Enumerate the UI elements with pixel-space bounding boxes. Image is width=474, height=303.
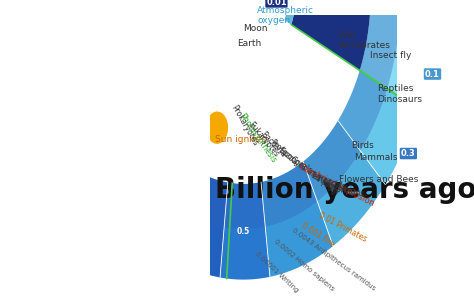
Text: 3: 3 [128, 157, 133, 166]
Text: Protozoa: Protozoa [268, 138, 299, 167]
Text: Amphibians: Amphibians [319, 179, 366, 198]
Circle shape [217, 116, 224, 127]
Polygon shape [128, 145, 196, 259]
Polygon shape [261, 161, 333, 277]
Text: Eukaryotes: Eukaryotes [247, 121, 281, 159]
Text: 0.1: 0.1 [425, 70, 440, 78]
Text: Billion years ago: Billion years ago [215, 175, 474, 204]
Text: Birds: Birds [351, 142, 374, 151]
Text: Insect fly: Insect fly [370, 51, 411, 60]
Text: 0.0002 Homo sapiens: 0.0002 Homo sapiens [273, 239, 336, 292]
Text: Sponges and Fungi: Sponges and Fungi [277, 146, 340, 197]
Text: Insects: Insects [314, 174, 343, 191]
Text: Photosynthesis: Photosynthesis [237, 112, 278, 165]
Text: Atmospheric
oxygen: Atmospheric oxygen [257, 5, 314, 25]
Polygon shape [360, 9, 434, 109]
Polygon shape [284, 0, 296, 25]
Text: Corals: Corals [288, 155, 313, 176]
Text: 0.01: 0.01 [266, 0, 287, 7]
Text: 2: 2 [161, 195, 166, 204]
Text: Mammals: Mammals [354, 153, 397, 162]
Polygon shape [172, 170, 228, 278]
Text: 0.5: 0.5 [237, 227, 250, 236]
Polygon shape [95, 9, 400, 229]
Polygon shape [303, 121, 385, 246]
Text: 0.00001 Writing: 0.00001 Writing [254, 251, 300, 294]
Text: Cambrian explosion: Cambrian explosion [297, 162, 376, 208]
Text: 1: 1 [200, 219, 205, 228]
Text: Moon: Moon [243, 25, 268, 33]
Text: Flowers and Bees: Flowers and Bees [339, 175, 418, 184]
Text: 0.001 fire: 0.001 fire [301, 221, 336, 249]
Text: 0.0043 Ardipithecus ramidus: 0.0043 Ardipithecus ramidus [292, 227, 377, 291]
Text: Fish
Vertebrates: Fish Vertebrates [338, 31, 391, 50]
Text: Tetrapods: Tetrapods [309, 171, 347, 192]
Polygon shape [230, 74, 383, 223]
Polygon shape [93, 110, 167, 222]
Polygon shape [220, 182, 270, 280]
Text: Prokaryotes: Prokaryotes [229, 104, 260, 148]
Text: 0.01 Primates: 0.01 Primates [317, 211, 368, 244]
Text: Sun ignites: Sun ignites [215, 135, 266, 144]
Polygon shape [292, 0, 370, 71]
Text: Bacteria: Bacteria [258, 130, 288, 159]
Circle shape [207, 112, 228, 143]
Text: 4: 4 [101, 104, 107, 113]
Polygon shape [64, 58, 143, 169]
Text: 0.3: 0.3 [401, 149, 416, 158]
Text: Sharks: Sharks [327, 183, 354, 197]
Polygon shape [338, 71, 418, 185]
Text: Reptiles
Dinosaurs: Reptiles Dinosaurs [377, 84, 422, 104]
Text: Earth: Earth [237, 38, 261, 48]
